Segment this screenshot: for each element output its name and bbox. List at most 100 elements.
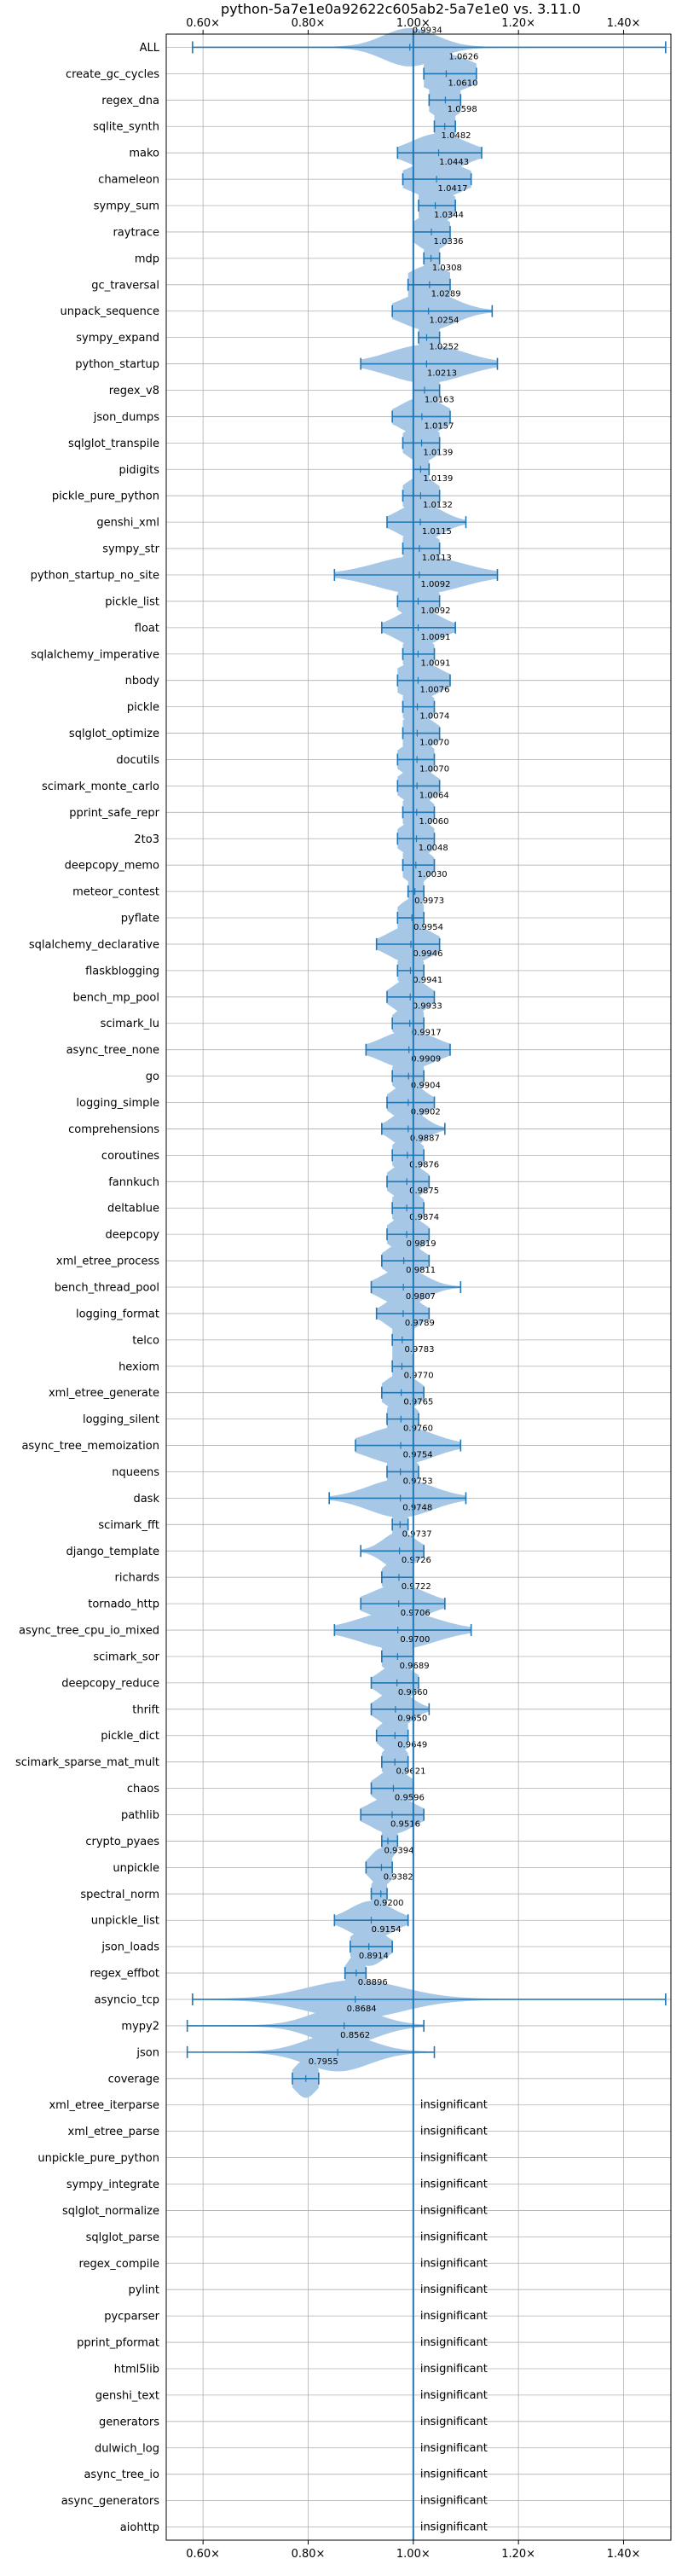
data-label-sqlglot-optimize: 1.0074	[419, 712, 449, 722]
tick-label-top: 0.60×	[186, 17, 220, 30]
data-label-raytrace: 1.0344	[434, 211, 464, 220]
data-label-deepcopy: 0.9874	[409, 1213, 439, 1222]
data-label-pathlib: 0.9596	[395, 1794, 425, 1803]
benchmark-labels: ALL create_gc_cycles regex_dna sqlite_synth…	[15, 42, 160, 2534]
data-label-all: 0.9934	[413, 26, 442, 35]
tick-label-bottom: 0.80×	[292, 2548, 326, 2561]
data-label-xml-etree-process: 0.9819	[407, 1239, 436, 1249]
insignificant-label: insignificant	[420, 2469, 488, 2481]
data-label-sqlalchemy-imperative: 1.0091	[420, 633, 450, 642]
benchmark-label-sympy-sum: sympy_sum	[94, 200, 159, 213]
benchmark-label-mako: mako	[129, 148, 159, 160]
data-label-async-tree-memoization: 0.9760	[403, 1424, 433, 1434]
benchmark-label-pprint-safe-repr: pprint_safe_repr	[69, 807, 159, 820]
data-label-2to3: 1.0060	[419, 817, 449, 827]
data-label-coroutines: 0.9887	[410, 1134, 440, 1143]
benchmark-label-scimark-fft: scimark_fft	[98, 1519, 159, 1532]
benchmark-label-go: go	[146, 1070, 159, 1083]
benchmark-label-generators: generators	[99, 2416, 159, 2428]
data-label-unpack-sequence: 1.0289	[431, 290, 461, 299]
data-label-telco: 0.9789	[405, 1319, 435, 1328]
benchmark-label-dask: dask	[133, 1493, 159, 1506]
benchmark-label-dulwich-log: dulwich_log	[95, 2442, 159, 2455]
data-label-nbody: 1.0091	[420, 659, 450, 669]
data-label-unpickle-list: 0.9200	[374, 1899, 404, 1908]
data-label-logging-silent: 0.9765	[403, 1398, 433, 1407]
data-label-logging-format: 0.9807	[406, 1292, 436, 1302]
benchmark-label-async-tree-memoization: async_tree_memoization	[21, 1440, 159, 1453]
data-label-unpickle: 0.9394	[384, 1846, 413, 1855]
chart-title: python-5a7e1e0a92622c605ab2-5a7e1e0 vs. …	[221, 1, 581, 17]
data-label-mdp: 1.0336	[434, 237, 464, 247]
benchmark-label-deltablue: deltablue	[107, 1203, 159, 1215]
data-label-json: 0.8562	[340, 2031, 370, 2040]
benchmark-label-regex-compile: regex_compile	[78, 2258, 159, 2271]
benchmark-label-docutils: docutils	[116, 754, 159, 767]
data-label-crypto-pyaes: 0.9516	[390, 1819, 420, 1829]
data-label-xml-etree-generate: 0.9770	[404, 1372, 434, 1381]
benchmark-label-xml-etree-iterparse: xml_etree_iterparse	[49, 2099, 159, 2112]
tick-label-top: 1.20×	[501, 17, 535, 30]
data-label-pickle-dict: 0.9650	[397, 1714, 427, 1724]
benchmark-label-pyflate: pyflate	[121, 913, 159, 925]
benchmark-label-logging-format: logging_format	[76, 1308, 159, 1320]
benchmark-label-sqlglot-parse: sqlglot_parse	[86, 2231, 159, 2244]
benchmark-label-pycparser: pycparser	[104, 2311, 159, 2324]
benchmark-label-python-startup-no-site: python_startup_no_site	[31, 569, 159, 582]
benchmark-label-sqlglot-transpile: sqlglot_transpile	[68, 438, 159, 450]
data-label-dask: 0.9753	[403, 1477, 433, 1486]
insignificant-label: insignificant	[420, 2442, 488, 2455]
benchmark-label-xml-etree-generate: xml_etree_generate	[49, 1387, 159, 1400]
data-label-python-startup: 1.0252	[429, 343, 459, 352]
benchmark-label-tornado-http: tornado_http	[88, 1598, 159, 1611]
benchmark-label-pathlib: pathlib	[121, 1809, 159, 1822]
data-label-pickle-list: 1.0092	[421, 580, 451, 589]
insignificant-label: insignificant	[420, 2257, 488, 2270]
data-label-pickle: 1.0076	[420, 686, 450, 695]
data-label-deltablue: 0.9875	[409, 1186, 439, 1196]
benchmark-label-coverage: coverage	[108, 2073, 159, 2086]
data-label-bench-thread-pool: 0.9811	[406, 1266, 436, 1275]
data-label-sqlite-synth: 1.0598	[448, 105, 477, 114]
benchmark-label-async-tree-none: async_tree_none	[66, 1044, 159, 1057]
benchmark-label-deepcopy-reduce: deepcopy_reduce	[61, 1677, 159, 1690]
benchmark-label-logging-silent: logging_silent	[83, 1413, 159, 1426]
data-label-hexiom: 0.9783	[404, 1345, 434, 1355]
benchmark-label-sqlalchemy-declarative: sqlalchemy_declarative	[29, 938, 159, 951]
tick-label-bottom: 0.60×	[186, 2548, 220, 2561]
benchmark-label-logging-simple: logging_simple	[76, 1097, 159, 1110]
insignificant-label: insignificant	[420, 2389, 488, 2402]
plot-frame	[165, 33, 672, 2541]
data-label-sympy-str: 1.0115	[422, 527, 452, 537]
insignificant-label: insignificant	[420, 2416, 488, 2428]
data-label-json-dumps: 1.0163	[425, 395, 454, 404]
benchmark-label-comprehensions: comprehensions	[68, 1123, 159, 1136]
data-label-meteor-contest: 1.0030	[418, 870, 448, 879]
benchmark-label-nqueens: nqueens	[112, 1466, 159, 1479]
data-label-chaos: 0.9621	[396, 1767, 425, 1777]
benchmark-label-2to3: 2to3	[134, 833, 159, 846]
benchmark-label-pickle-dict: pickle_dict	[101, 1730, 159, 1743]
benchmark-label-chameleon: chameleon	[98, 174, 159, 187]
data-label-sqlalchemy-declarative: 0.9954	[413, 923, 443, 932]
data-label-asyncio-tcp: 0.8896	[358, 1978, 388, 1987]
data-label-chameleon: 1.0443	[439, 158, 469, 167]
tick-label-top: 1.40×	[607, 17, 641, 30]
data-label-regex-dna: 1.0610	[448, 78, 477, 88]
benchmark-label-genshi-xml: genshi_xml	[96, 517, 159, 530]
benchmark-label-aiohttp: aiohttp	[120, 2521, 159, 2534]
benchmark-label-raytrace: raytrace	[113, 226, 159, 239]
benchmark-label-python-startup: python_startup	[75, 358, 159, 371]
insignificant-label: insignificant	[420, 2283, 488, 2296]
insignificant-label: insignificant	[420, 2178, 488, 2190]
insignificant-label: insignificant	[420, 2310, 488, 2323]
benchmark-label-django-template: django_template	[66, 1546, 159, 1558]
benchmark-label-html5lib: html5lib	[114, 2363, 159, 2376]
insignificant-label: insignificant	[420, 2126, 488, 2138]
data-label-scimark-sparse-mat-mult: 0.9649	[397, 1741, 427, 1750]
tick-label-top: 0.80×	[292, 17, 326, 30]
insignificant-label: insignificant	[420, 2495, 488, 2508]
benchmark-label-asyncio-tcp: asyncio_tcp	[95, 1994, 159, 2007]
data-label-sympy-sum: 1.0417	[438, 184, 468, 194]
data-label-logging-simple: 0.9904	[411, 1082, 441, 1091]
